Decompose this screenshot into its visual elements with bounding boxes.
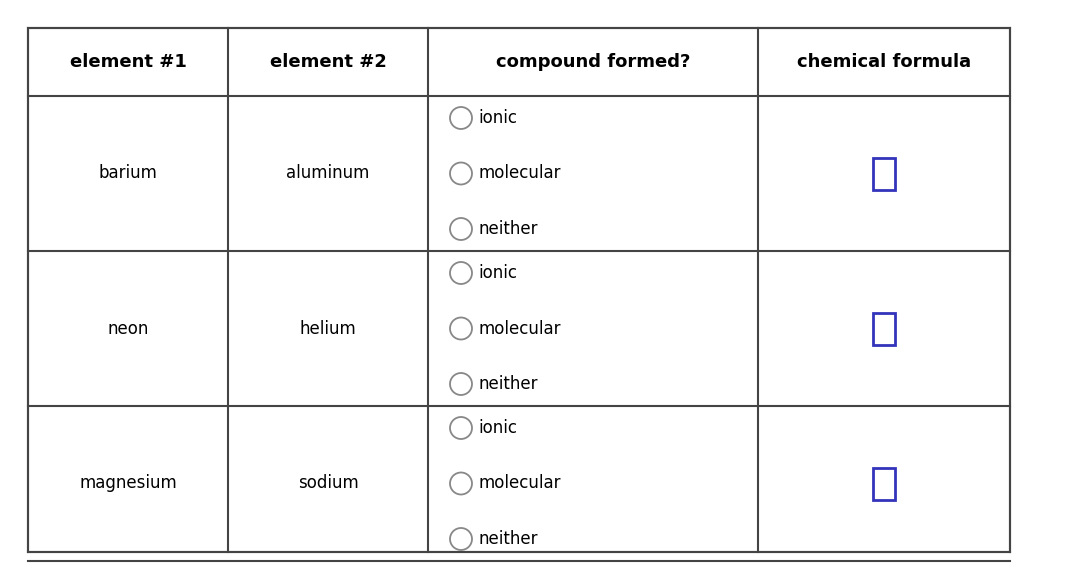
Text: neon: neon xyxy=(107,320,149,338)
Text: chemical formula: chemical formula xyxy=(797,53,971,71)
Text: ionic: ionic xyxy=(478,264,517,282)
Bar xyxy=(873,157,895,190)
Bar xyxy=(873,313,895,344)
Text: neither: neither xyxy=(478,220,538,238)
Text: element #1: element #1 xyxy=(69,53,186,71)
Text: molecular: molecular xyxy=(478,165,560,183)
Text: neither: neither xyxy=(478,530,538,548)
Text: aluminum: aluminum xyxy=(286,165,370,183)
Text: barium: barium xyxy=(99,165,157,183)
Text: compound formed?: compound formed? xyxy=(495,53,691,71)
Text: element #2: element #2 xyxy=(270,53,386,71)
Text: sodium: sodium xyxy=(298,475,359,492)
Text: molecular: molecular xyxy=(478,475,560,492)
Text: magnesium: magnesium xyxy=(79,475,177,492)
Text: neither: neither xyxy=(478,375,538,393)
Bar xyxy=(873,468,895,499)
Text: ionic: ionic xyxy=(478,109,517,127)
Text: molecular: molecular xyxy=(478,320,560,338)
Text: ionic: ionic xyxy=(478,419,517,437)
Text: helium: helium xyxy=(299,320,357,338)
